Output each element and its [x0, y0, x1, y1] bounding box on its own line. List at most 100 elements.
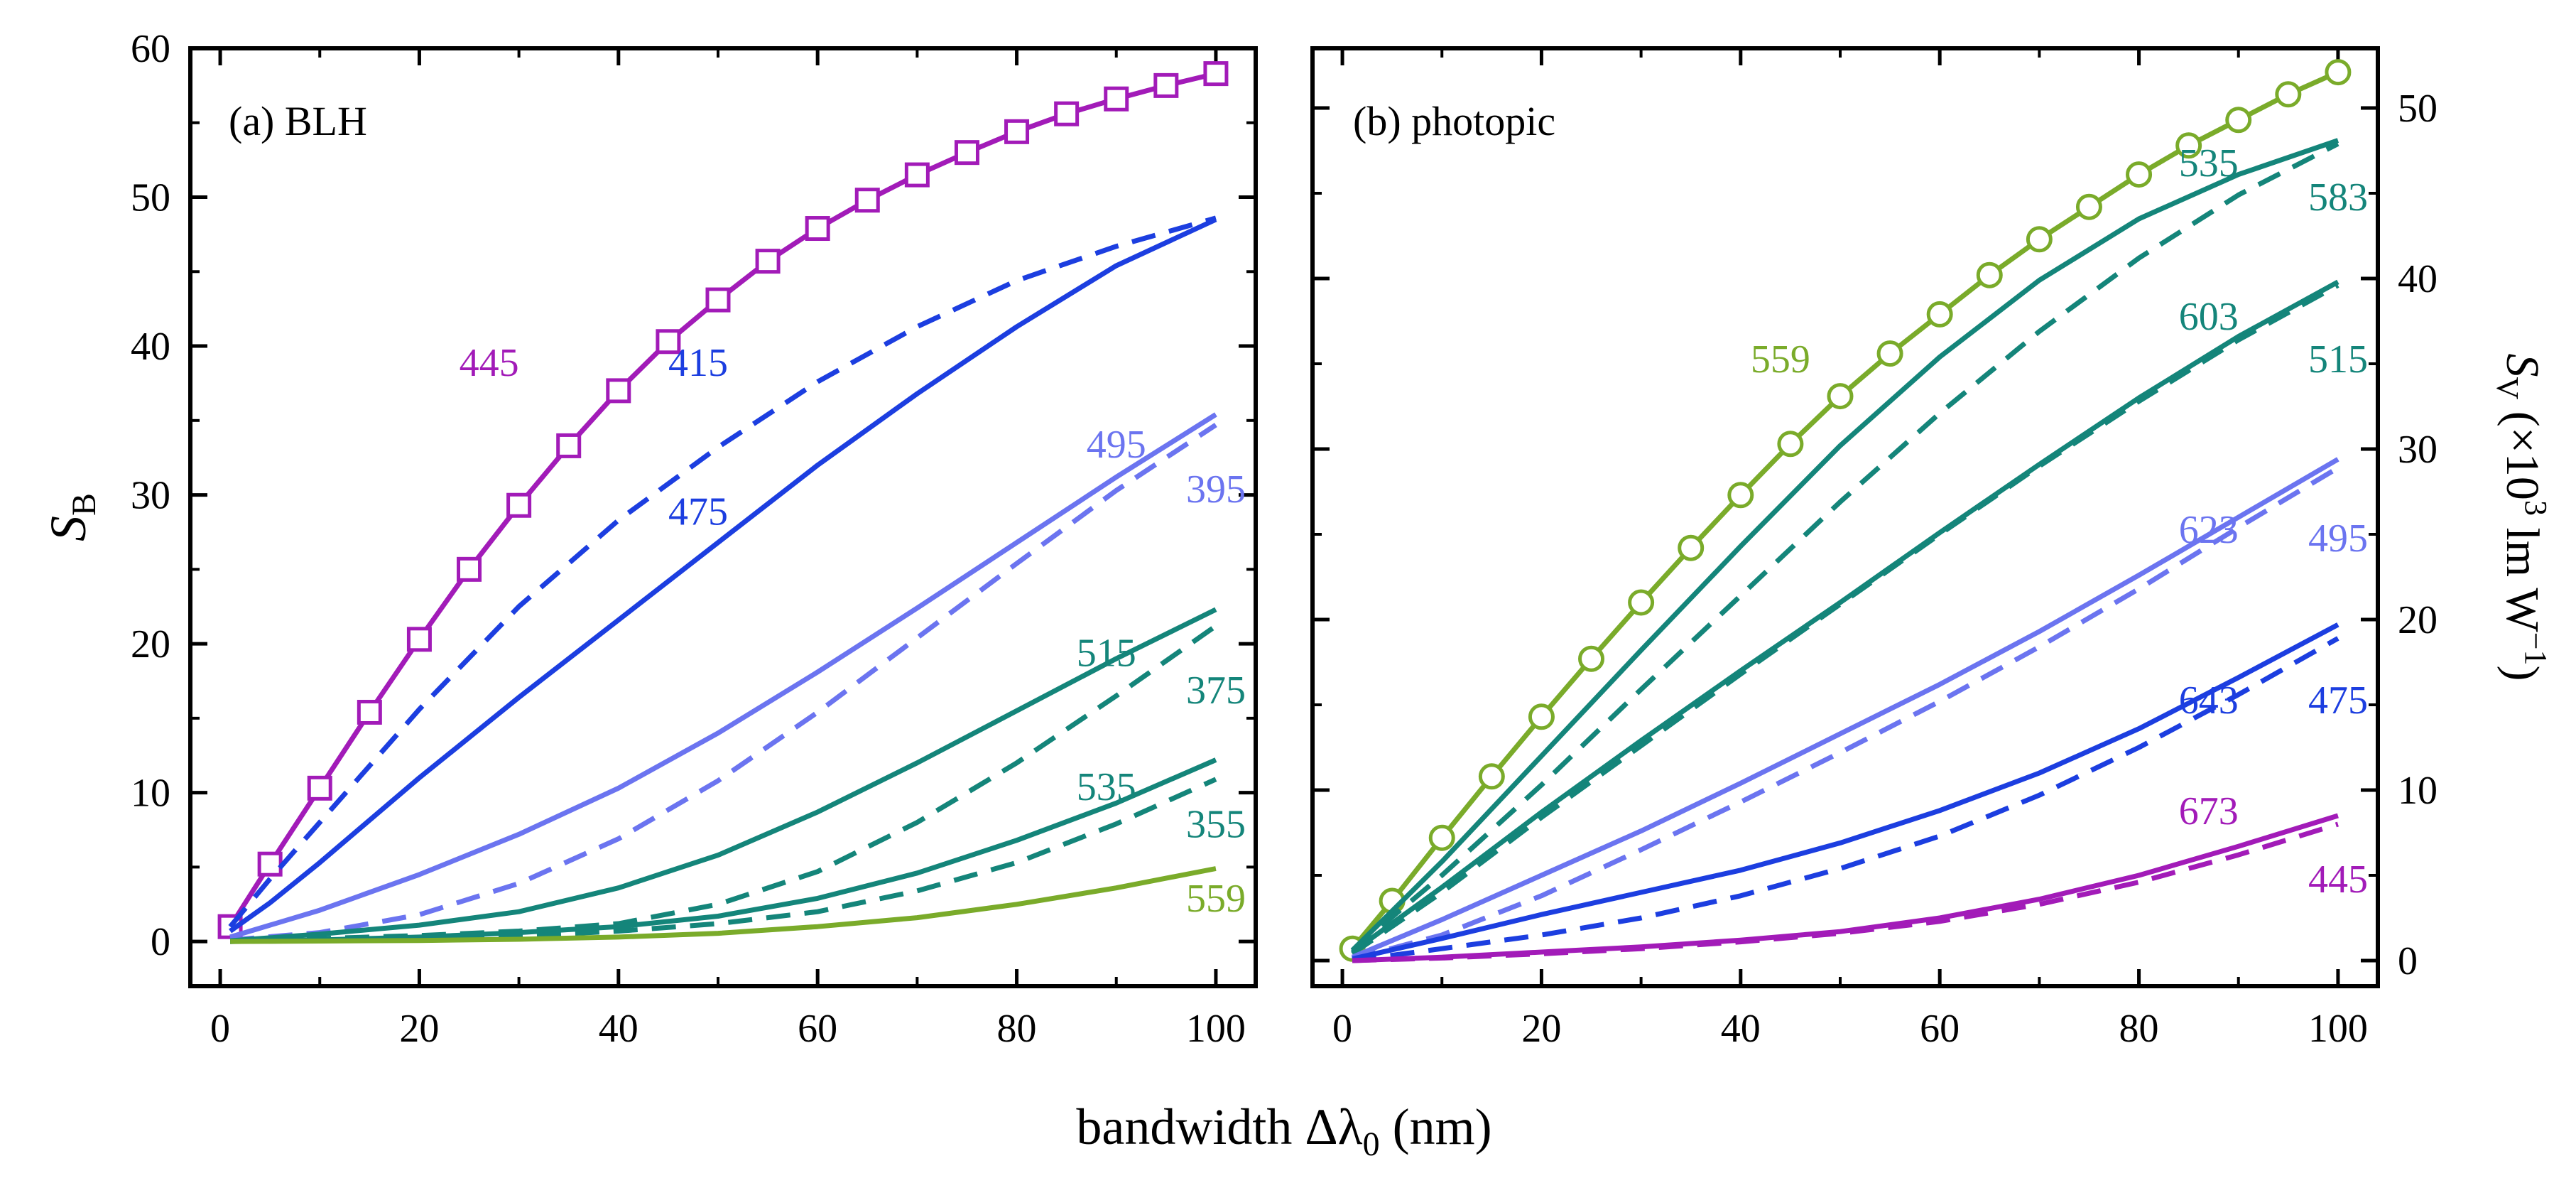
panel-a-marker-square	[954, 140, 979, 166]
panel-a-label-559: 559	[1186, 877, 1246, 921]
panel-b-marker-circle	[2026, 226, 2053, 253]
panel-a-marker-square	[357, 699, 382, 725]
panel-a-xtick-label: 40	[599, 1007, 638, 1051]
panel-b-ytick-label: 0	[2398, 939, 2418, 983]
panel-b-marker-circle	[2075, 193, 2102, 220]
panel-b-label-515: 515	[2308, 337, 2368, 382]
panel-b-series-475-dashed	[1352, 636, 2339, 963]
panel-a-label-395: 395	[1186, 468, 1246, 512]
panel-a-series-415-dashed	[228, 215, 1217, 929]
panel-b-xtick-label: 100	[2308, 1007, 2368, 1051]
panel-a-ytick-label: 60	[131, 27, 170, 71]
panel-b-ytick-label: 30	[2398, 428, 2438, 472]
panel-b-label-623: 623	[2179, 508, 2239, 552]
panel-a-label-375: 375	[1186, 669, 1246, 713]
panel-b-marker-circle	[2126, 161, 2153, 188]
panel-b-marker-circle	[1428, 824, 1455, 851]
panel-a-xtick-label: 0	[210, 1007, 230, 1051]
panel-a-marker-square	[506, 492, 532, 518]
panel-b-series-603-solid	[1351, 279, 2339, 954]
panel-a-label-535: 535	[1077, 765, 1136, 809]
panel-b-series-673-solid	[1352, 813, 2339, 963]
panel-b-label-535: 535	[2179, 141, 2239, 185]
panel-b-label-583: 583	[2308, 175, 2368, 220]
panel-b-ytick-label: 20	[2398, 598, 2438, 642]
panel-a-marker-square	[1054, 101, 1080, 126]
panel-a-marker-square	[805, 216, 830, 242]
panel-b-series-515-dashed	[1351, 283, 2339, 956]
panel-a-series-395-dashed	[229, 423, 1217, 943]
panel-a-xtick-label: 100	[1186, 1007, 1246, 1051]
panel-a-marker-square	[705, 287, 731, 313]
panel-a-ytick-label: 0	[151, 920, 170, 964]
panel-a-series-515-solid	[229, 607, 1217, 944]
panel-b-ytick-label: 50	[2398, 87, 2438, 131]
panel-a-ytick-label: 30	[131, 474, 170, 518]
panel-a-marker-square	[406, 627, 432, 652]
panel-a-label-445: 445	[460, 341, 519, 385]
panel-b-series-labels: 559 535 583 603 515 623 495 643 475 673 445	[1751, 141, 2368, 902]
panel-b-marker-circle	[1926, 301, 1953, 328]
panel-a-marker-square	[1004, 119, 1030, 144]
panel-a-marker-square	[656, 329, 681, 355]
panel-b-series-445-dashed	[1352, 821, 2339, 963]
panel-b-ytick-label: 40	[2398, 257, 2438, 301]
panel-b-marker-circle	[2275, 81, 2302, 108]
panel-a-marker-square	[854, 188, 880, 213]
panel-a-blh: 0 20 40 60 80 100 0 10 20 30 40 50 60 445 415 475 495 39…	[40, 27, 1258, 1051]
panel-a-marker-square	[1203, 61, 1229, 87]
panel-a-xtick-label: 60	[798, 1007, 837, 1051]
panel-b-ytick-label: 10	[2398, 769, 2438, 813]
panel-a-series-labels: 445 415 475 495 395 515 375 535 355 559	[460, 341, 1246, 921]
panel-a-marker-square	[1153, 72, 1179, 98]
panel-b-marker-circle	[2175, 132, 2202, 159]
panel-b-series-623-solid	[1351, 457, 2339, 960]
panel-b-label-643: 643	[2179, 679, 2239, 723]
panel-a-xtick-label: 20	[399, 1007, 439, 1051]
panel-b-label-673: 673	[2179, 789, 2239, 833]
panel-b-photopic: 0 20 40 60 80 100 0 10 20 30 40 50 559 535 583 603 515 6…	[1310, 46, 2553, 1051]
panel-a-xtick-label: 80	[997, 1007, 1037, 1051]
panel-a-marker-square	[755, 249, 781, 274]
panel-a-series-559-solid	[230, 866, 1217, 944]
panel-a-ytick-label: 10	[131, 772, 170, 816]
panel-b-marker-circle	[1876, 340, 1903, 367]
panel-b-marker-circle	[1976, 261, 2003, 288]
panel-a-label-495: 495	[1087, 423, 1146, 467]
panel-b-marker-circle	[1578, 645, 1605, 672]
panel-b-series-495-dashed	[1352, 465, 2339, 961]
panel-a-series-475-solid	[229, 217, 1217, 934]
panel-b-label-559: 559	[1751, 337, 1810, 382]
panel-b-xtick-label: 80	[2119, 1007, 2159, 1051]
panel-a-ticks: 0 20 40 60 80 100 0 10 20 30 40 50 60	[131, 27, 1256, 1051]
panel-b-xtick-label: 40	[1721, 1007, 1761, 1051]
panel-a-label-475: 475	[668, 490, 728, 534]
panel-a-marker-square	[457, 556, 482, 582]
panel-a-marker-square	[1104, 86, 1129, 112]
panel-b-series-583-solid	[1350, 138, 2339, 953]
panel-a-marker-square	[307, 775, 332, 801]
panel-a-label-515: 515	[1077, 632, 1136, 676]
panel-a-ylabel: SB	[40, 493, 103, 541]
panel-b-marker-circle	[2225, 107, 2252, 134]
panel-b-title: (b) photopic	[1353, 98, 1555, 144]
panel-b-xtick-label: 60	[1920, 1007, 1960, 1051]
panel-a-series-495-solid	[229, 412, 1217, 940]
panel-b-marker-circle	[1827, 383, 1854, 410]
panel-b-marker-circle	[1478, 763, 1505, 790]
panel-a-label-355: 355	[1186, 802, 1246, 846]
panel-a-series	[217, 61, 1229, 944]
shared-xlabel: bandwidth Δλ0 (nm)	[1076, 1098, 1491, 1163]
panel-a-marker-square	[556, 433, 582, 458]
panel-b-label-495: 495	[2308, 517, 2368, 561]
panel-b-marker-circle	[1678, 534, 1705, 561]
panel-b-marker-circle	[1727, 482, 1754, 509]
panel-a-marker-square	[257, 851, 283, 877]
panel-b-label-603: 603	[2179, 295, 2239, 339]
panel-b-marker-circle	[1528, 703, 1555, 730]
panel-a-marker-square	[904, 162, 930, 188]
panel-b-series-535-dashed	[1350, 141, 2339, 953]
panel-a-ytick-label: 50	[131, 176, 170, 220]
panel-b-ylabel: SV (×103 lm W−1)	[2490, 353, 2553, 681]
